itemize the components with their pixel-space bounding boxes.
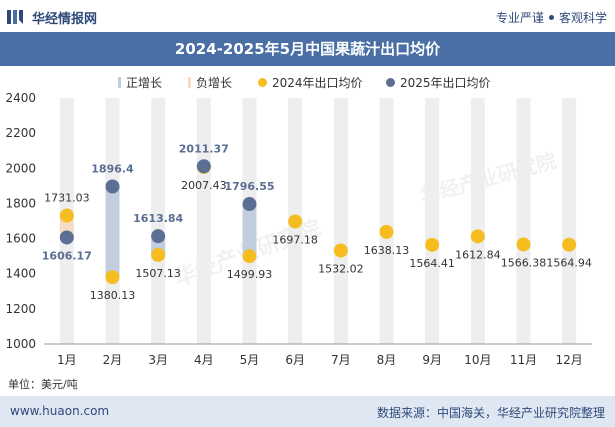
data-label-2025: 1606.17 xyxy=(42,249,92,262)
data-label-2025: 1896.4 xyxy=(91,162,134,175)
legend-item-decrease: 负增长 xyxy=(188,74,232,91)
point-2024 xyxy=(425,237,440,252)
y-tick-label: 1800 xyxy=(5,196,36,210)
legend-swatch-2025 xyxy=(386,78,395,87)
point-2025 xyxy=(59,230,74,245)
legend-label-2024: 2024年出口均价 xyxy=(272,76,363,90)
point-2024 xyxy=(333,243,348,258)
y-tick-label: 2000 xyxy=(5,161,36,175)
x-tick-label: 6月 xyxy=(285,353,305,367)
point-2025 xyxy=(242,197,257,212)
point-2024 xyxy=(288,214,303,229)
x-tick-label: 9月 xyxy=(422,353,442,367)
y-tick-label: 1000 xyxy=(5,337,36,351)
legend-label-2025: 2025年出口均价 xyxy=(400,76,491,90)
y-tick-label: 1200 xyxy=(5,302,36,316)
legend-item-increase: 正增长 xyxy=(118,74,162,91)
data-label-2024: 1612.84 xyxy=(455,248,501,261)
chart-title: 2024-2025年5月中国果蔬汁出口均价 xyxy=(174,40,441,58)
point-2024 xyxy=(516,237,531,252)
column-band xyxy=(516,98,531,344)
x-tick-label: 1月 xyxy=(57,353,77,367)
data-label-2024: 1697.18 xyxy=(272,233,318,246)
footer-website: www.huaon.com xyxy=(10,404,110,418)
point-2025 xyxy=(196,159,211,174)
column-band xyxy=(379,98,394,344)
column-band xyxy=(151,98,166,344)
legend-label-decrease: 负增长 xyxy=(196,76,233,90)
x-tick-label: 12月 xyxy=(556,353,583,367)
x-tick-label: 2月 xyxy=(103,353,123,367)
point-2024 xyxy=(562,237,577,252)
point-2024 xyxy=(59,208,74,223)
column-band xyxy=(425,98,440,344)
data-label-2024: 1566.38 xyxy=(501,256,547,269)
data-label-2024: 1532.02 xyxy=(318,263,364,276)
x-tick-label: 11月 xyxy=(510,353,537,367)
footer-bar: www.huaon.com 数据来源：中国海关，华经产业研究院整理 xyxy=(0,396,615,427)
column-band xyxy=(333,98,348,344)
y-tick-label: 2400 xyxy=(5,91,36,105)
point-2025 xyxy=(151,229,166,244)
column-band xyxy=(196,98,211,344)
column-band xyxy=(562,98,577,344)
data-label-2024: 1731.03 xyxy=(44,192,90,205)
huajing-logo-icon xyxy=(7,10,23,24)
x-tick-label: 7月 xyxy=(331,353,351,367)
y-tick-label: 1400 xyxy=(5,267,36,281)
slogan-right: 客观科学 xyxy=(558,11,607,25)
legend-item-2025: 2025年出口均价 xyxy=(386,74,491,91)
unit-label: 单位：美元/吨 xyxy=(8,378,78,391)
x-tick-label: 3月 xyxy=(148,353,168,367)
slogan-dot-icon xyxy=(548,15,554,20)
data-label-2024: 1564.41 xyxy=(409,257,455,270)
point-2024 xyxy=(105,270,120,285)
chart-title-bar: 2024-2025年5月中国果蔬汁出口均价 xyxy=(0,32,615,66)
data-label-2024: 1380.13 xyxy=(90,289,136,302)
point-2024 xyxy=(470,229,485,244)
data-label-2024: 1638.13 xyxy=(364,244,410,257)
chart-legend: 正增长 负增长 2024年出口均价 2025年出口均价 xyxy=(0,74,615,94)
site-header: 华经情报网 专业严谨 客观科学 xyxy=(0,0,615,32)
data-label-2024: 1507.13 xyxy=(135,267,181,280)
data-label-2024: 1499.93 xyxy=(227,268,273,281)
data-label-2025: 2011.37 xyxy=(179,142,229,155)
point-2025 xyxy=(105,179,120,194)
x-tick-label: 10月 xyxy=(464,353,491,367)
legend-swatch-decrease xyxy=(188,77,191,88)
x-tick-label: 8月 xyxy=(377,353,397,367)
x-tick-label: 4月 xyxy=(194,353,214,367)
legend-swatch-increase xyxy=(118,77,121,88)
data-label-2025: 1796.55 xyxy=(224,180,274,193)
point-2024 xyxy=(242,249,257,264)
column-band xyxy=(470,98,485,344)
x-tick-label: 5月 xyxy=(240,353,260,367)
slogan: 专业严谨 客观科学 xyxy=(496,9,607,26)
y-tick-label: 1600 xyxy=(5,232,36,246)
price-chart: 华经产业研究院华经产业研究院10001200140016001800200022… xyxy=(5,91,592,367)
legend-label-increase: 正增长 xyxy=(126,76,163,90)
y-tick-label: 2200 xyxy=(5,126,36,140)
legend-item-2024: 2024年出口均价 xyxy=(258,74,363,91)
footer-source: 数据来源：中国海关，华经产业研究院整理 xyxy=(376,406,605,420)
point-2024 xyxy=(379,224,394,239)
legend-swatch-2024 xyxy=(258,78,267,87)
change-bar xyxy=(242,204,257,257)
slogan-left: 专业严谨 xyxy=(495,11,544,25)
change-bar xyxy=(105,186,120,278)
data-label-2025: 1613.84 xyxy=(133,212,183,225)
brand-name: 华经情报网 xyxy=(32,12,98,27)
data-label-2024: 2007.43 xyxy=(181,179,227,192)
data-label-2024: 1564.94 xyxy=(546,257,592,270)
point-2024 xyxy=(151,247,166,262)
